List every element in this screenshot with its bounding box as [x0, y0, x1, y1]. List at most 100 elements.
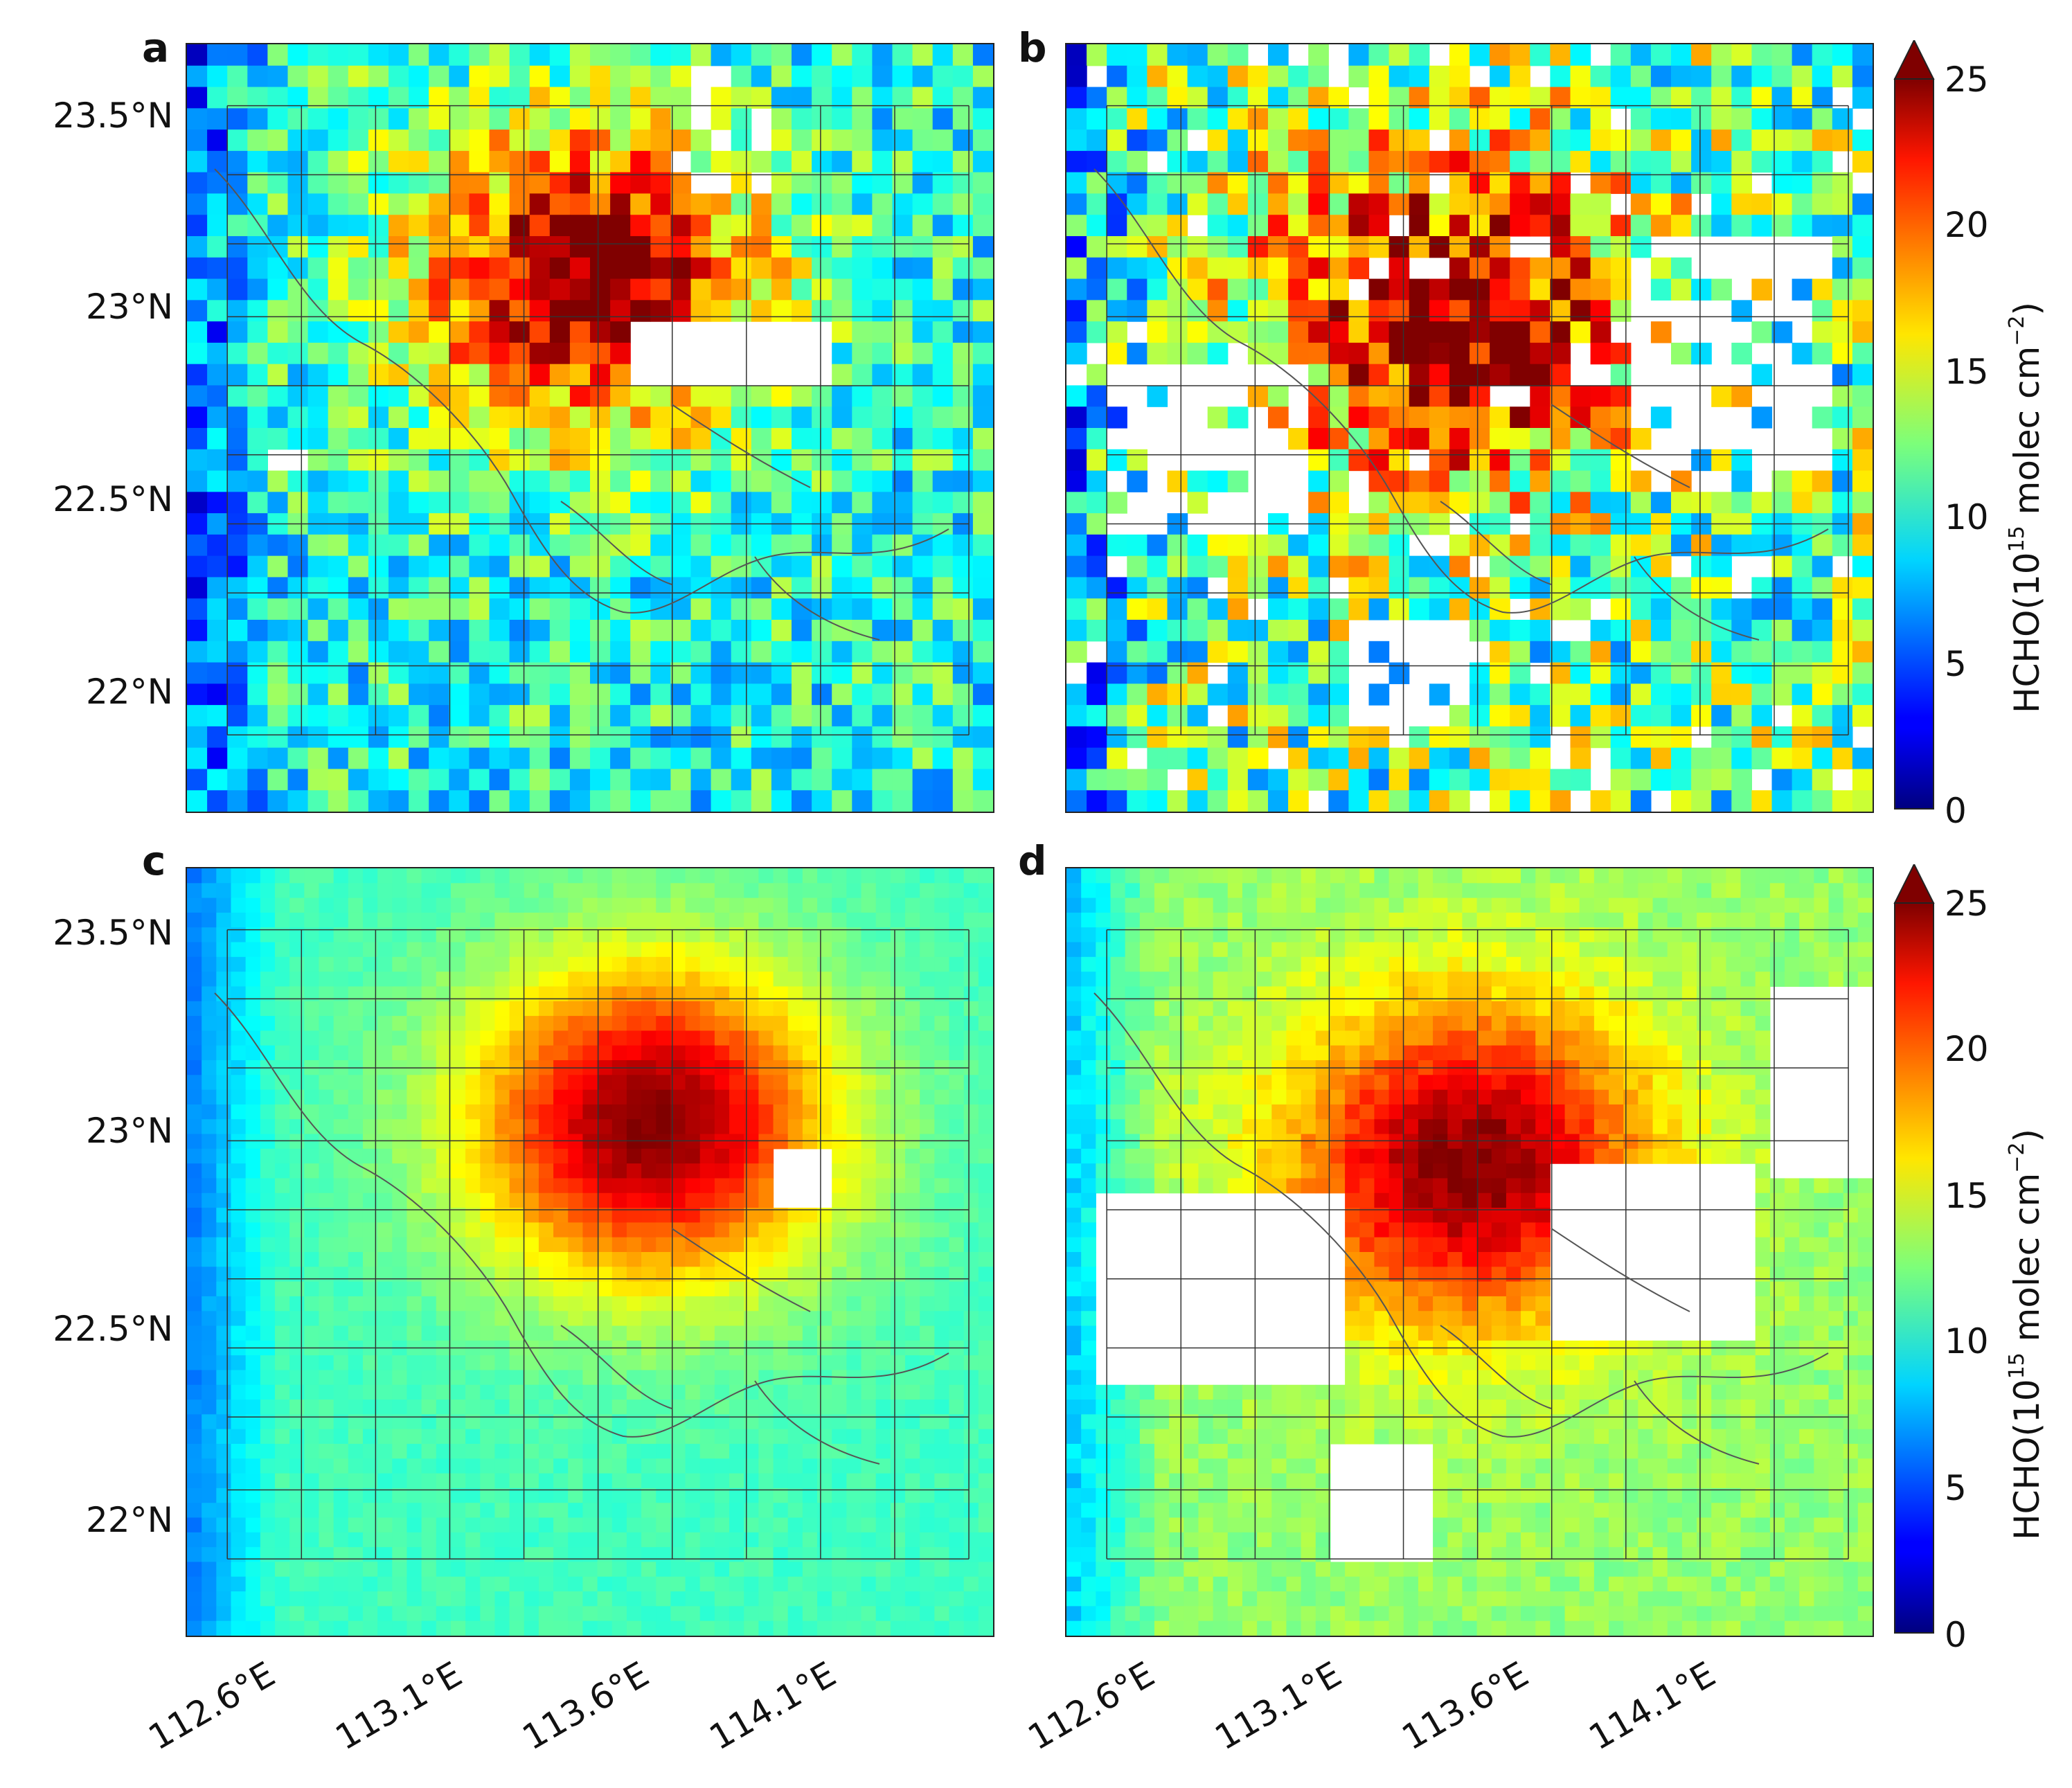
heat-cell-a [469, 215, 490, 237]
heat-cell-b [1409, 150, 1430, 173]
heat-cell-b [1328, 726, 1349, 749]
heat-cell-c [861, 1311, 877, 1327]
heat-cell-a [368, 641, 389, 663]
heat-cell-a [207, 683, 228, 706]
heat-cell-b [1510, 641, 1530, 663]
heat-cell-b [1610, 683, 1632, 706]
heat-cell-b [1570, 65, 1591, 88]
heat-cell-c [787, 1001, 803, 1017]
heat-cell-b [1650, 747, 1672, 770]
heat-cell-b [1570, 87, 1591, 109]
heat-cell-a [650, 769, 671, 791]
heat-cell-b [1751, 321, 1773, 343]
heat-cell-c [538, 942, 554, 958]
heat-cell-a [328, 747, 349, 770]
heat-cell-a [590, 620, 611, 642]
heat-cell-b [1550, 300, 1571, 322]
heat-cell-c [920, 912, 935, 928]
heat-cell-b [1691, 598, 1712, 620]
heat-cell-c [729, 972, 744, 987]
heat-cell-c [744, 1237, 759, 1253]
heat-cell-c [758, 1429, 774, 1445]
heat-cell-a [247, 555, 268, 578]
heat-cell-c [260, 1148, 276, 1164]
heat-cell-b [1348, 129, 1370, 152]
heat-cell-c [582, 1444, 598, 1459]
heat-cell-c [670, 1089, 686, 1105]
heat-cell-a [227, 65, 248, 88]
heat-cell-b [1449, 726, 1470, 749]
heat-cell-a [469, 470, 490, 492]
heat-cell-c [729, 1075, 744, 1091]
heat-cell-c [597, 1178, 613, 1194]
heat-cell-c [611, 868, 627, 884]
heat-cell-c [509, 1075, 525, 1091]
heat-cell-b [1832, 44, 1853, 66]
heat-cell-c [758, 1089, 774, 1105]
heat-cell-c [216, 1252, 232, 1267]
heat-cell-c [729, 1473, 744, 1489]
heat-cell-c [421, 1089, 437, 1105]
heat-cell-b [1107, 406, 1127, 429]
heat-cell-c [480, 927, 496, 943]
heat-cell-b [1328, 342, 1349, 365]
heat-cell-c [729, 927, 744, 943]
heat-cell-c [832, 1281, 847, 1297]
heat-cell-c [465, 1473, 481, 1489]
heat-cell-a [529, 598, 551, 620]
heat-cell-a [912, 193, 934, 215]
heat-cell-b [1792, 726, 1813, 749]
heat-cell-a [409, 598, 429, 620]
heat-cell-c [202, 912, 217, 928]
heat-cell-b [1570, 108, 1591, 130]
heat-cell-c [362, 868, 378, 884]
heat-cell-a [711, 683, 732, 706]
heat-cell-c [861, 1296, 877, 1312]
heat-cell-c [362, 1370, 378, 1386]
heat-cell-a [328, 129, 349, 152]
heat-cell-b [1087, 769, 1107, 791]
heat-cell-c [392, 1325, 408, 1341]
heat-cell-c [231, 1016, 247, 1031]
heat-cell-a [972, 364, 993, 386]
heat-cell-c [392, 912, 408, 928]
heat-cell-c [934, 1075, 950, 1091]
heat-cell-a [832, 790, 852, 812]
heat-cell-b [1711, 150, 1732, 173]
heat-cell-b [1510, 108, 1530, 130]
heat-cell-a [952, 236, 974, 258]
heat-cell-b [1610, 449, 1632, 472]
heat-cell-b [1167, 726, 1188, 749]
heat-cell-a [207, 747, 228, 770]
heat-cell-b [1510, 172, 1530, 195]
heat-cell-c [465, 1325, 481, 1341]
heat-cell-c [963, 883, 979, 899]
heat-cell-c [802, 1104, 818, 1120]
heat-cell-c [304, 1030, 320, 1046]
heat-cell-b [1368, 65, 1390, 88]
heat-cell-a [429, 769, 449, 791]
heat-cell-b [1066, 449, 1087, 472]
heat-cell-c [509, 1458, 525, 1474]
heat-cell-b [1610, 300, 1632, 322]
heat-cell-c [861, 1281, 877, 1297]
heat-cell-b [1227, 790, 1249, 812]
heat-cell-c [890, 942, 906, 958]
heat-cell-c [260, 942, 276, 958]
heat-cell-b [1711, 129, 1732, 152]
heat-cell-c [670, 868, 686, 884]
heat-cell-c [744, 1134, 759, 1150]
heat-cell-a [509, 406, 530, 429]
heat-cell-b [1247, 278, 1269, 301]
heat-cell-c [597, 1104, 613, 1120]
heat-cell-c [699, 1414, 715, 1430]
heat-cell-b [1409, 236, 1430, 258]
heat-cell-b [1610, 364, 1632, 386]
heat-cell-a [307, 769, 329, 791]
heat-cell-c [832, 1311, 847, 1327]
heat-cell-a [852, 300, 873, 322]
heat-cell-c [773, 942, 789, 958]
heat-cell-c [436, 1429, 452, 1445]
heat-cell-b [1812, 300, 1833, 322]
heat-cell-a [328, 193, 349, 215]
